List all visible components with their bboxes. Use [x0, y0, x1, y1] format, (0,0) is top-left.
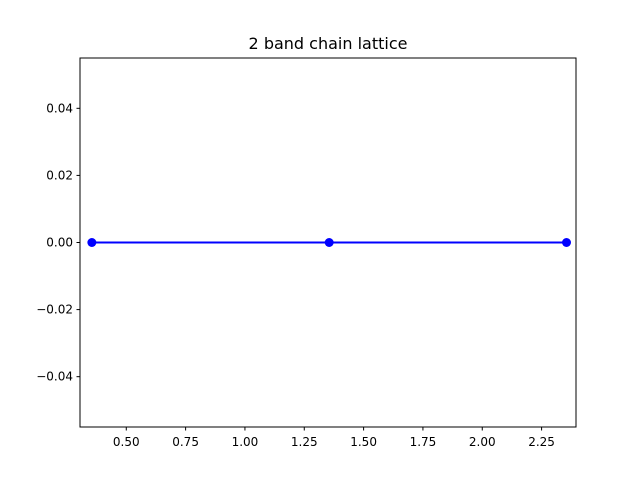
x-tick-label: 2.00: [469, 435, 496, 449]
series-layer: [87, 238, 572, 247]
x-tick-label: 0.75: [172, 435, 199, 449]
chart-title: 2 band chain lattice: [249, 34, 408, 53]
y-tick-label: −0.02: [36, 303, 73, 317]
y-axis-ticks: −0.04 −0.02 0.00 0.02 0.04: [36, 101, 80, 384]
x-axis-ticks: 0.50 0.75 1.00 1.25 1.50 1.75 2.00 2.25: [113, 427, 555, 449]
x-tick-label: 1.00: [232, 435, 259, 449]
y-tick-label: 0.02: [46, 168, 73, 182]
x-tick-label: 1.50: [350, 435, 377, 449]
data-point: [562, 238, 572, 247]
x-tick-label: 2.25: [528, 435, 555, 449]
x-tick-label: 1.75: [410, 435, 437, 449]
data-point: [87, 238, 97, 247]
y-tick-label: −0.04: [36, 370, 73, 384]
x-tick-label: 0.50: [113, 435, 140, 449]
plot-frame: [79, 57, 577, 428]
x-tick-label: 1.25: [291, 435, 318, 449]
y-tick-label: 0.00: [46, 236, 73, 250]
data-point: [324, 238, 334, 247]
y-tick-label: 0.04: [46, 101, 73, 115]
